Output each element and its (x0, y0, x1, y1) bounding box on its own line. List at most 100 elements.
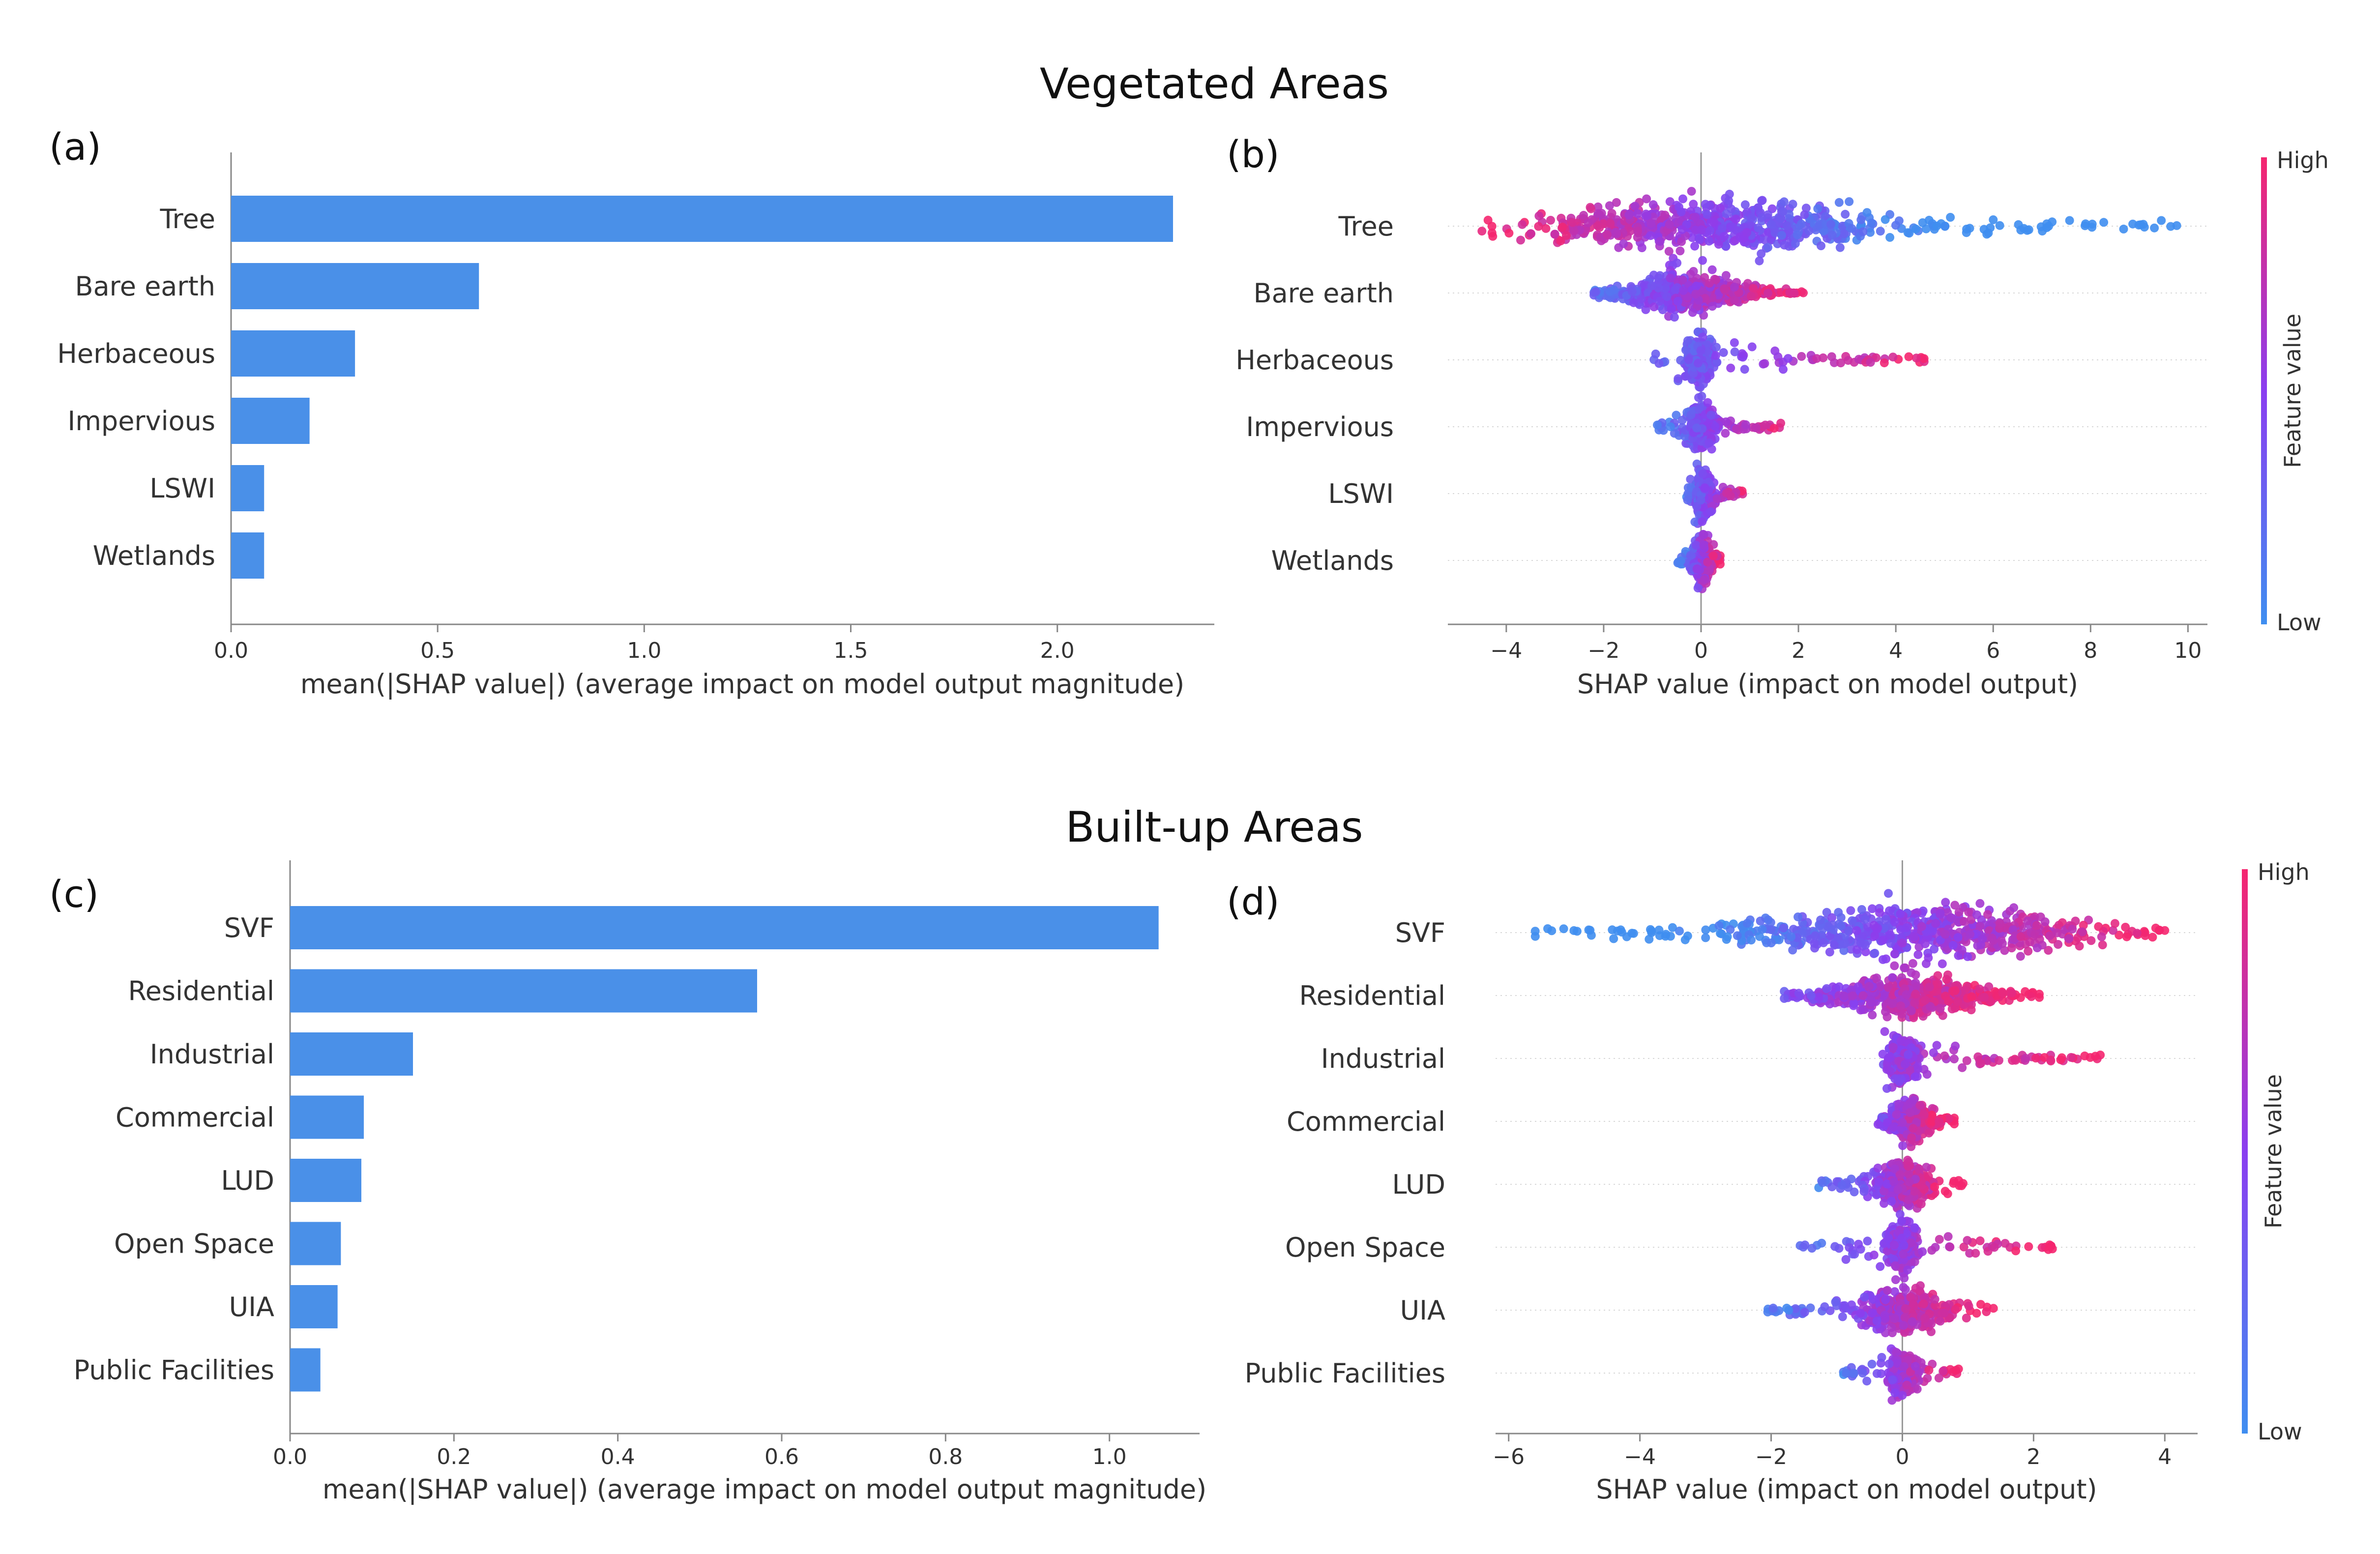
swarm-point (1568, 218, 1577, 227)
swarm-open-space (1795, 1210, 2057, 1278)
swarm-point (1698, 256, 1707, 265)
swarm-point (1834, 198, 1844, 207)
swarm-point (1655, 237, 1665, 246)
swarm-point (1940, 222, 1950, 231)
swarm-point (1730, 347, 1739, 356)
swarm-point (1895, 1077, 1904, 1086)
swarm-point (2000, 1239, 2010, 1248)
swarm-point (1676, 355, 1685, 365)
swarm-point (2140, 223, 2149, 232)
swarm-point (1966, 930, 1975, 939)
swarm-point (1695, 235, 1704, 244)
swarm-point (1933, 979, 1942, 989)
swarm-point (1530, 927, 1540, 936)
swarm-point (1859, 1187, 1869, 1196)
category-label: UIA (229, 1291, 274, 1322)
category-label: LSWI (149, 473, 215, 504)
swarm-point (1710, 422, 1720, 431)
swarm-point (1907, 1133, 1916, 1143)
swarm-point (1547, 926, 1557, 936)
swarm-point (1866, 995, 1876, 1004)
category-label: Public Facilities (74, 1355, 274, 1386)
swarm-point (1896, 1036, 1906, 1046)
swarm-point (1848, 916, 1857, 925)
swarm-point (1810, 939, 1819, 948)
swarm-point (1703, 398, 1712, 407)
panel-d-beeswarm-chart: (d)SVFResidentialIndustrialCommercialLUD… (1227, 859, 2310, 1505)
x-tick-label: −2 (1587, 638, 1619, 663)
swarm-point (1558, 222, 1567, 232)
swarm-point (1922, 1070, 1932, 1079)
swarm-point (1784, 354, 1792, 363)
swarm-point (1712, 343, 1721, 352)
swarm-point (1770, 346, 1780, 355)
swarm-point (1766, 938, 1776, 947)
swarm-point (1711, 275, 1721, 284)
swarm-point (1880, 358, 1889, 368)
swarm-point (1983, 910, 1992, 919)
swarm-point (1921, 224, 1931, 234)
swarm-point (1700, 575, 1709, 584)
swarm-point (1780, 994, 1789, 1003)
swarm-point (1706, 507, 1715, 516)
swarm-point (1890, 961, 1899, 970)
swarm-point (1940, 1051, 1949, 1060)
swarm-point (2097, 932, 2106, 941)
swarm-point (1633, 227, 1643, 236)
swarm-point (1815, 220, 1824, 230)
swarm-point (2007, 943, 2016, 953)
swarm-point (1995, 221, 2004, 230)
swarm-point (1826, 220, 1836, 229)
swarm-point (1904, 1195, 1913, 1204)
category-label: Bare earth (1254, 278, 1394, 309)
swarm-point (1653, 420, 1662, 430)
category-label: Commercial (116, 1102, 274, 1133)
bar-herbaceous (231, 330, 355, 377)
swarm-tree (1477, 187, 2181, 270)
swarm-point (1742, 919, 1752, 928)
swarm-point (1619, 239, 1628, 248)
swarm-point (2032, 921, 2041, 930)
swarm-point (2027, 992, 2036, 1001)
swarm-point (1692, 423, 1702, 433)
swarm-point (1642, 194, 1651, 204)
swarm-lswi (1682, 465, 1747, 528)
swarm-point (1603, 230, 1612, 239)
swarm-point (1709, 217, 1719, 227)
swarm-point (1550, 230, 1559, 239)
swarm-point (1866, 358, 1875, 367)
swarm-industrial (1878, 1031, 2105, 1093)
swarm-point (1648, 200, 1658, 209)
swarm-point (1714, 239, 1723, 249)
swarm-point (1692, 282, 1701, 291)
swarm-point (1896, 1001, 1905, 1010)
swarm-point (1777, 231, 1787, 240)
swarm-point (1967, 1005, 1976, 1015)
swarm-point (1606, 219, 1615, 228)
swarm-point (1869, 921, 1879, 930)
swarm-point (1725, 189, 1734, 199)
swarm-point (1597, 208, 1606, 218)
x-tick-label: 0.4 (601, 1444, 635, 1469)
swarm-point (1940, 930, 1950, 939)
swarm-point (1924, 1128, 1934, 1138)
swarm-point (1962, 1056, 1971, 1065)
swarm-point (1778, 207, 1788, 216)
swarm-point (1675, 203, 1683, 212)
swarm-point (1637, 243, 1646, 252)
swarm-point (1694, 358, 1703, 368)
category-label: Herbaceous (57, 338, 215, 369)
swarm-point (1655, 296, 1665, 306)
swarm-point (1782, 221, 1792, 231)
swarm-point (1660, 210, 1670, 220)
x-tick-label: 4 (1889, 638, 1903, 663)
swarm-point (2133, 929, 2142, 938)
swarm-point (1976, 1058, 1986, 1068)
swarm-point (1651, 350, 1660, 358)
swarm-point (1892, 1110, 1901, 1119)
swarm-point (1649, 302, 1659, 312)
swarm-point (1731, 214, 1740, 224)
swarm-point (1699, 530, 1708, 539)
swarm-point (2128, 219, 2138, 229)
